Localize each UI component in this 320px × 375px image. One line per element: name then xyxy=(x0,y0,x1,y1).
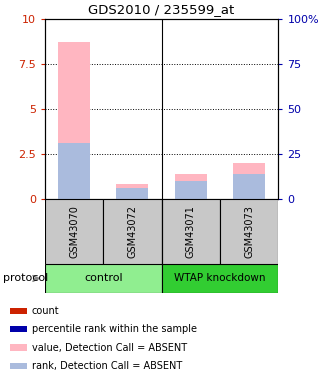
Text: GSM43073: GSM43073 xyxy=(244,205,254,258)
Bar xyxy=(10,326,27,333)
Text: GSM43070: GSM43070 xyxy=(69,205,79,258)
Bar xyxy=(162,264,278,292)
Bar xyxy=(58,143,90,199)
Text: percentile rank within the sample: percentile rank within the sample xyxy=(32,324,197,334)
Text: rank, Detection Call = ABSENT: rank, Detection Call = ABSENT xyxy=(32,361,182,371)
Bar xyxy=(45,199,103,264)
Bar xyxy=(10,344,27,351)
Bar xyxy=(233,174,265,199)
Text: count: count xyxy=(32,306,59,316)
Bar xyxy=(162,199,220,264)
Bar xyxy=(116,184,148,199)
Bar xyxy=(58,42,90,199)
Bar xyxy=(175,181,207,199)
Bar xyxy=(220,199,278,264)
Title: GDS2010 / 235599_at: GDS2010 / 235599_at xyxy=(88,3,235,16)
Text: control: control xyxy=(84,273,123,284)
Text: GSM43071: GSM43071 xyxy=(186,205,196,258)
Bar xyxy=(10,363,27,369)
Text: protocol: protocol xyxy=(3,273,48,284)
Bar xyxy=(103,199,162,264)
Text: value, Detection Call = ABSENT: value, Detection Call = ABSENT xyxy=(32,342,187,352)
Text: GSM43072: GSM43072 xyxy=(127,205,137,258)
Bar xyxy=(175,174,207,199)
Text: WTAP knockdown: WTAP knockdown xyxy=(174,273,266,284)
Bar xyxy=(45,264,162,292)
Bar xyxy=(233,163,265,199)
Bar xyxy=(116,188,148,199)
Bar xyxy=(10,308,27,314)
